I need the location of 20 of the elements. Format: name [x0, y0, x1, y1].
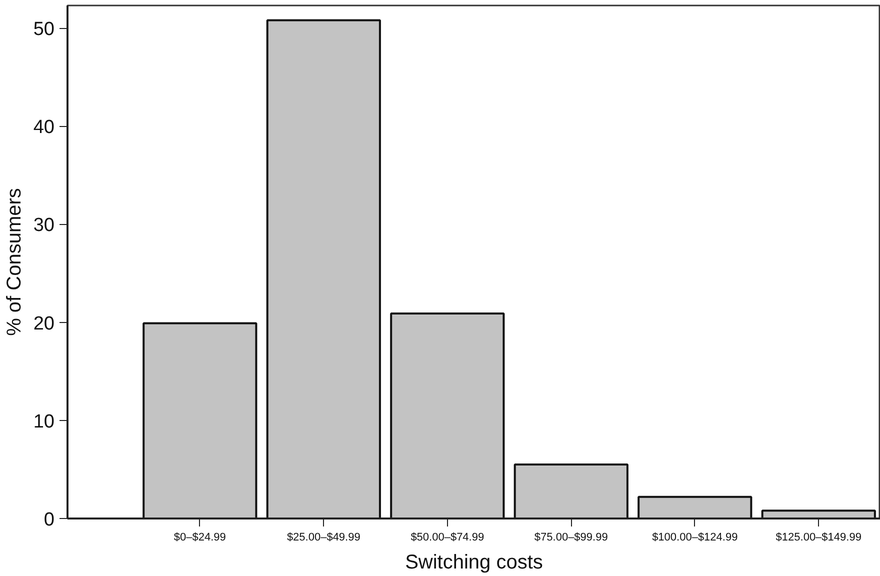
x-tick-label: $25.00–$49.99	[286, 532, 360, 544]
bar	[390, 312, 505, 518]
x-axis-title: Switching costs	[405, 552, 543, 574]
bar	[761, 510, 876, 518]
y-tick-label: 20	[33, 313, 55, 334]
y-tick-label: 40	[33, 117, 55, 138]
bar	[638, 496, 752, 518]
bar	[266, 19, 381, 518]
x-tick-label: $75.00–$99.99	[534, 532, 608, 544]
y-tick-label: 0	[44, 510, 55, 530]
x-tick-label: $50.00–$74.99	[410, 532, 484, 544]
x-tick-label: $0–$24.99	[174, 532, 226, 544]
y-axis-title: % of Consumers	[3, 188, 26, 336]
y-tick-label: 50	[33, 19, 55, 40]
bar	[514, 464, 628, 518]
y-tick-label: 10	[33, 411, 55, 432]
bar	[142, 322, 258, 518]
y-tick-label: 30	[33, 215, 55, 236]
x-tick-label: $125.00–$149.99	[776, 532, 862, 544]
x-tick-label: $100.00–$124.99	[652, 532, 738, 544]
